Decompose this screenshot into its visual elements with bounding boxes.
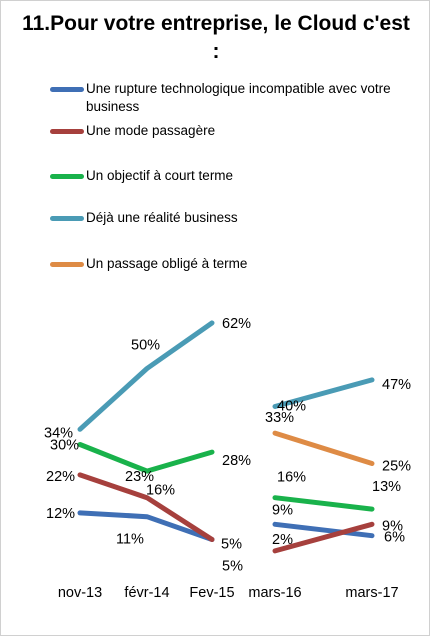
series-line-rupture-segment-1: [77, 510, 215, 542]
data-label-mode-4: 9%: [382, 518, 403, 534]
data-label-rupture-2: 5%: [221, 537, 242, 553]
legend-label-mode: Une mode passagère: [86, 123, 216, 138]
series-line-objectif-segment-2: [272, 495, 375, 512]
data-label-passage-3: 33%: [265, 410, 294, 426]
data-label-objectif-4: 13%: [372, 479, 401, 495]
series-line-realite-segment-1: [77, 320, 215, 432]
data-label-passage-4: 25%: [382, 459, 411, 475]
data-label-mode-3: 2%: [272, 532, 293, 548]
data-label-rupture-1: 11%: [116, 532, 144, 548]
x-tick-label-3: mars-16: [248, 585, 301, 601]
legend-item-rupture: Une rupture technologique incompatible a…: [50, 80, 402, 116]
data-label-realite-2: 62%: [222, 316, 251, 332]
legend-swatch-mode: [50, 129, 84, 134]
legend-label-passage: Un passage obligé à terme: [86, 256, 248, 271]
data-label-rupture-0: 12%: [46, 506, 75, 522]
series-line-realite-segment-2: [272, 377, 375, 409]
series-line-objectif-segment-1: [77, 442, 215, 474]
data-label-realite-1: 50%: [131, 338, 160, 354]
data-label-mode-1: 16%: [146, 483, 175, 499]
data-label-objectif-0: 30%: [50, 438, 79, 454]
x-tick-label-1: févr-14: [124, 585, 169, 601]
legend-swatch-objectif: [50, 174, 84, 179]
data-label-mode-2: 5%: [222, 559, 243, 575]
legend-label-realite: Déjà une réalité business: [86, 210, 238, 225]
legend-label-rupture: Une rupture technologique incompatible a…: [86, 81, 391, 114]
chart-title: 11.Pour votre entreprise, le Cloud c'est…: [22, 12, 410, 63]
legend-item-objectif: Un objectif à court terme: [50, 167, 402, 185]
data-label-objectif-2: 28%: [222, 453, 251, 469]
data-label-realite-0: 34%: [44, 425, 73, 441]
legend-item-realite: Déjà une réalité business: [50, 209, 402, 227]
data-label-objectif-3: 16%: [277, 470, 306, 486]
legend-item-mode: Une mode passagère: [50, 122, 402, 140]
series-line-passage-segment-2: [272, 430, 375, 466]
data-label-rupture-4: 6%: [384, 530, 405, 546]
legend-label-objectif: Un objectif à court terme: [86, 168, 234, 183]
x-tick-label-4: mars-17: [345, 585, 398, 601]
data-label-rupture-3: 9%: [272, 502, 293, 518]
legend-swatch-rupture: [50, 87, 84, 92]
legend-item-passage: Un passage obligé à terme: [50, 255, 402, 273]
series-line-rupture-segment-2: [272, 521, 375, 539]
data-label-mode-0: 22%: [46, 469, 75, 485]
x-tick-label-0: nov-13: [58, 585, 102, 601]
legend-swatch-realite: [50, 216, 84, 221]
legend-swatch-passage: [50, 262, 84, 267]
series-line-mode-segment-1: [77, 472, 215, 542]
data-label-realite-3: 40%: [277, 399, 306, 415]
x-tick-label-2: Fev-15: [189, 585, 234, 601]
data-label-realite-4: 47%: [382, 377, 411, 393]
series-line-mode-segment-2: [272, 521, 375, 554]
data-label-objectif-1: 23%: [125, 469, 154, 485]
